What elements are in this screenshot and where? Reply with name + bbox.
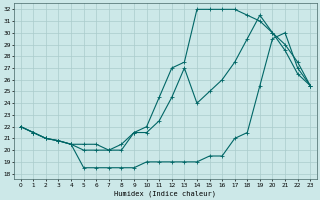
X-axis label: Humidex (Indice chaleur): Humidex (Indice chaleur) <box>115 190 217 197</box>
